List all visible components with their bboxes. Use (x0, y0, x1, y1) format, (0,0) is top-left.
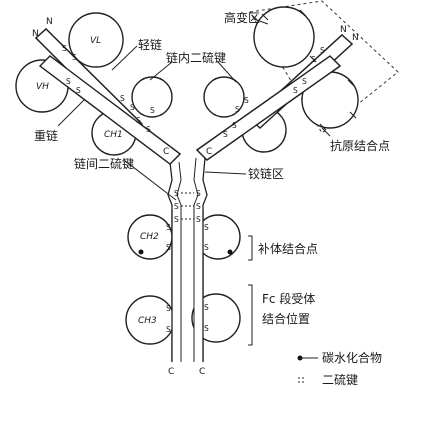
leader-light-chain (111, 45, 138, 71)
svg-text:S: S (196, 202, 201, 211)
leader-hinge (204, 171, 247, 175)
leader-antigen-site (321, 127, 331, 137)
svg-text:S: S (204, 243, 209, 252)
svg-text:S: S (311, 55, 316, 64)
right-vl-domain (253, 6, 315, 68)
svg-text:S: S (166, 304, 171, 313)
c-terminus-right-light: C (206, 147, 212, 157)
svg-text:S: S (174, 189, 179, 198)
vh-label: VH (36, 82, 49, 92)
left-heavy-chain-top (38, 55, 182, 165)
svg-text:S: S (130, 103, 135, 112)
leader-intrachain-right (217, 61, 237, 83)
carbohydrate-dot-left (138, 249, 144, 255)
right-ch3-domain (191, 293, 241, 343)
legend-carbohydrate-label: 碳水化合物 (322, 350, 382, 365)
n-terminus-right-heavy: N (352, 33, 359, 43)
bracket-complement (248, 235, 253, 261)
hypervariable-marks (261, 9, 357, 131)
ch3-label: CH3 (138, 316, 157, 326)
n-terminus-right-light: N (340, 25, 347, 35)
n-terminus-left-light-2: N (46, 17, 53, 27)
leader-variable-region (253, 18, 269, 25)
antigen-binding-box (249, 0, 399, 134)
label-hinge-region: 铰链区 (248, 166, 284, 181)
svg-text:S: S (150, 106, 155, 115)
label-fc-receptor-line1: Fc 段受体 (262, 291, 315, 306)
label-fc-receptor-line2: 结合位置 (262, 311, 310, 326)
label-antigen-binding-site: 抗原结合点 (330, 138, 390, 153)
svg-text:S: S (302, 77, 307, 86)
svg-text:S: S (204, 324, 209, 333)
c-terminus-right-heavy: C (199, 367, 205, 377)
svg-text:S: S (244, 96, 249, 105)
svg-text:S: S (136, 116, 141, 125)
right-heavy-chain-top (195, 55, 342, 161)
label-heavy-chain: 重链 (34, 128, 58, 143)
svg-text:S: S (166, 243, 171, 252)
n-terminus-left-light: N (32, 29, 39, 39)
svg-text:S: S (174, 215, 179, 224)
ch2-label: CH2 (140, 232, 159, 242)
svg-text:S: S (166, 325, 171, 334)
vl-domain (68, 12, 124, 68)
svg-text:S: S (196, 189, 201, 198)
svg-text:S: S (76, 86, 81, 95)
svg-text:S: S (204, 303, 209, 312)
svg-text:S: S (235, 105, 240, 114)
svg-text:S: S (72, 53, 77, 62)
leader-intrachain-left (149, 61, 173, 81)
svg-text:S: S (146, 125, 151, 134)
legend-disulfide-label: 二硫键 (322, 372, 358, 387)
label-interchain-disulfide: 链间二硫键 (74, 156, 134, 171)
label-variable-region: 高变区 (224, 10, 260, 25)
svg-text:S: S (293, 86, 298, 95)
ch1-label: CH1 (104, 130, 123, 140)
label-light-chain: 轻链 (138, 37, 162, 52)
right-cl-domain (203, 76, 245, 118)
svg-text:S: S (320, 46, 325, 55)
svg-text:S: S (174, 202, 179, 211)
disulfide-markers: S S S S S S S S S S S S S S S S S S S S … (62, 44, 325, 334)
left-cl-domain (131, 76, 173, 118)
vl-label: VL (90, 36, 101, 46)
svg-text:S: S (204, 223, 209, 232)
label-complement-binding-site: 补体结合点 (258, 241, 318, 256)
carbohydrate-dot-right (227, 249, 233, 255)
svg-text:S: S (66, 77, 71, 86)
c-terminus-left-light: C (163, 147, 169, 157)
svg-text:S: S (223, 130, 228, 139)
label-intrachain-disulfide: 链内二硫键 (166, 50, 226, 65)
leader-heavy-chain (57, 99, 85, 127)
c-terminus-left-heavy: C (168, 367, 174, 377)
svg-text:S: S (62, 44, 67, 53)
svg-text:S: S (120, 94, 125, 103)
svg-text:S: S (196, 215, 201, 224)
svg-text:S: S (166, 223, 171, 232)
leader-interchain (123, 159, 177, 201)
bracket-fc-receptor (248, 284, 253, 346)
svg-text:S: S (232, 121, 237, 130)
